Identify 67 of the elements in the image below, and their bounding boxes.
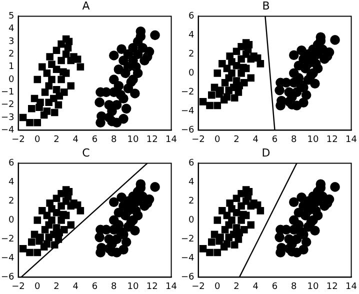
x-tick-label: 4 [72,282,79,292]
y-tick-label: −6 [0,272,15,283]
y-tick-label: 6 [8,158,15,169]
y-tick-label: 0 [8,216,15,226]
y-tick-label: −4 [180,106,195,117]
x-tick-label: 4 [72,134,79,145]
y-tick-label: 4 [8,24,15,34]
x-tick-label: 10 [127,282,140,292]
chart-title: B [262,0,270,12]
chart-title: D [262,146,270,160]
x-tick-label: 4 [252,134,259,145]
x-tick-label: 14 [166,134,178,145]
x-tick-label: 8 [111,282,118,292]
y-tick-label: −6 [180,126,195,136]
y-tick-label: 1 [8,62,14,72]
y-tick-label: −4 [0,254,15,264]
x-tick-label: 14 [166,282,178,292]
x-tick-label: 2 [54,134,60,145]
x-tick-label: 8 [291,134,298,145]
y-tick-label: −2 [180,88,194,98]
y-tick-label: 4 [188,178,195,188]
x-tick-label: 14 [346,282,358,292]
x-tick-label: 10 [307,282,320,292]
x-tick-label: 6 [272,134,278,145]
x-tick-label: 14 [346,134,358,145]
x-tick-label: 10 [127,134,140,145]
y-tick-label: 0 [8,74,15,85]
y-tick-label: 6 [188,12,195,22]
y-tick-label: −4 [0,126,15,136]
y-tick-label: −6 [180,272,195,283]
y-tick-label: 0 [188,68,195,79]
x-tick-label: 0 [214,282,221,292]
x-tick-label: 8 [111,134,118,145]
y-tick-label: −3 [0,112,14,123]
y-tick-label: 2 [8,50,14,60]
y-tick-label: 4 [8,178,15,188]
y-tick-label: −2 [0,234,14,245]
x-tick-label: 4 [252,282,259,292]
chart-title: C [82,146,90,160]
x-tick-label: 12 [146,282,158,292]
y-tick-label: 3 [8,36,14,47]
x-tick-label: 12 [326,282,338,292]
chart-title: A [82,0,90,12]
y-tick-label: −1 [0,88,14,98]
y-tick-label: 4 [188,30,195,41]
y-tick-label: −2 [0,100,14,110]
y-tick-label: 6 [188,158,195,169]
y-tick-label: 0 [188,216,195,226]
x-tick-label: 6 [92,282,98,292]
x-tick-label: 6 [92,134,98,145]
y-tick-label: −2 [180,234,194,245]
x-tick-label: 0 [214,134,221,145]
x-tick-label: 10 [307,134,320,145]
x-tick-label: 12 [326,134,338,145]
y-tick-label: 2 [188,50,194,60]
x-tick-label: 8 [291,282,298,292]
x-tick-label: 0 [34,134,41,145]
x-tick-label: 2 [54,282,60,292]
x-tick-label: 2 [234,282,240,292]
x-tick-label: 12 [146,134,158,145]
x-tick-label: 0 [34,282,41,292]
x-tick-label: 2 [234,134,240,145]
x-tick-label: 6 [272,282,278,292]
y-tick-label: 2 [188,196,194,207]
y-tick-label: 2 [8,196,14,207]
y-tick-label: 5 [8,12,14,22]
y-tick-label: −4 [180,254,195,264]
